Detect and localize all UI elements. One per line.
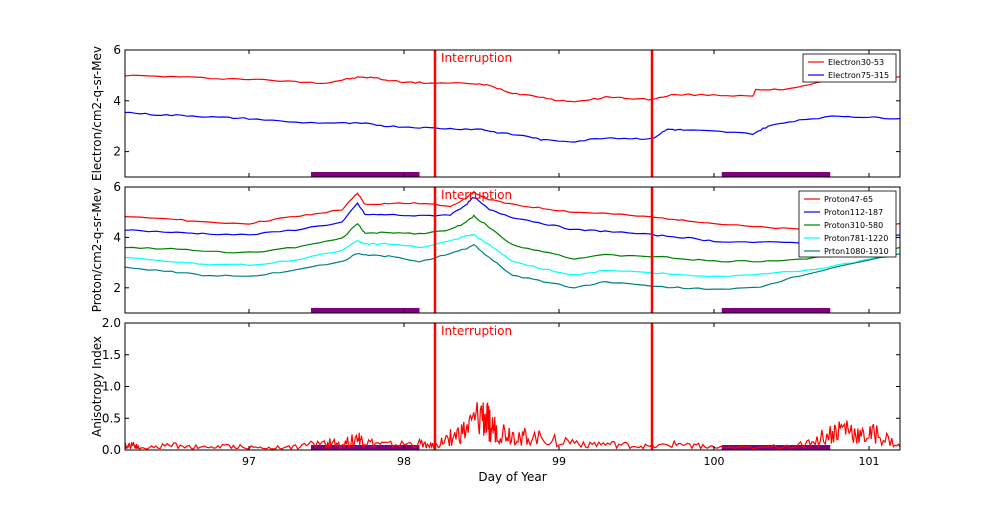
legend: Proton47-65 Proton112-187 Proton310-580 Pro… bbox=[798, 190, 897, 258]
x-tick-label: 98 bbox=[397, 455, 411, 468]
interruption-label: Interruption bbox=[441, 188, 512, 202]
legend-entry-label: Proton112-187 bbox=[824, 208, 883, 217]
x-tick-label: 97 bbox=[242, 455, 256, 468]
axes-frame bbox=[124, 322, 901, 451]
legend-entry-label: Proton781-1220 bbox=[824, 234, 888, 243]
series-line-Proton781-1220 bbox=[124, 233, 901, 278]
series-line-Electron75-315 bbox=[124, 111, 901, 143]
shaded-interval-bar bbox=[721, 308, 831, 313]
axes-frame bbox=[124, 186, 901, 314]
y-tick-label: 4 bbox=[113, 94, 121, 108]
shaded-interval-bar bbox=[311, 445, 420, 450]
series-line-Proton47-65 bbox=[124, 190, 901, 232]
shaded-interval-bar bbox=[721, 172, 831, 177]
series-line-Proton310-580 bbox=[124, 214, 901, 263]
y-tick-label: 1.5 bbox=[102, 348, 121, 362]
x-axis-label: Day of Year bbox=[478, 470, 546, 484]
series-line-Anisotropy bbox=[124, 401, 901, 451]
y-tick-label: 6 bbox=[113, 180, 121, 194]
legend-entry-label: Proton310-580 bbox=[824, 221, 883, 230]
interruption-label: Interruption bbox=[441, 324, 512, 338]
panel-3: Interruption 0.0 0.5 1.0 1.5 2.0 97 98 99 100 101 A… bbox=[90, 316, 901, 484]
y-tick-label: 6 bbox=[113, 43, 121, 57]
legend-entry-label: Prton1080-1910 bbox=[824, 247, 889, 256]
legend-entry-label: Proton47-65 bbox=[824, 195, 873, 204]
shaded-interval-bar bbox=[311, 172, 420, 177]
legend-box bbox=[802, 53, 897, 83]
legend-box bbox=[798, 190, 897, 258]
legend-entry-label: Electron75-315 bbox=[828, 71, 889, 80]
series-line-Electron30-53 bbox=[124, 74, 901, 103]
x-tick-label: 101 bbox=[859, 455, 880, 468]
y-axis-label: Anisotropy Index bbox=[90, 336, 104, 437]
interruption-label: Interruption bbox=[441, 51, 512, 65]
y-tick-label: 0.0 bbox=[102, 443, 121, 457]
y-tick-label: 0.5 bbox=[102, 411, 121, 425]
y-tick-label: 2 bbox=[113, 145, 121, 159]
y-tick-label: 4 bbox=[113, 230, 121, 244]
legend-entry-label: Electron30-53 bbox=[828, 58, 884, 67]
y-axis-label: Proton/cm2-q-sr-Mev bbox=[90, 188, 104, 313]
legend: Electron30-53 Electron75-315 bbox=[802, 53, 897, 83]
panel-2: Interruption 2 4 6 Proton/cm2-q-sr-Mev Proton… bbox=[90, 180, 901, 314]
y-tick-label: 2.0 bbox=[102, 316, 121, 330]
panel-1: Interruption 2 4 6 Electron/cm2-q-sr-Mev Elec… bbox=[90, 43, 901, 181]
y-tick-label: 1.0 bbox=[102, 380, 121, 394]
x-tick-label: 100 bbox=[704, 455, 725, 468]
y-axis-label: Electron/cm2-q-sr-Mev bbox=[90, 46, 104, 181]
x-tick-label: 99 bbox=[552, 455, 566, 468]
series-line-Prton1080-1910 bbox=[124, 244, 901, 291]
shaded-interval-bar bbox=[311, 308, 420, 313]
y-tick-label: 2 bbox=[113, 281, 121, 295]
series-line-Proton112-187 bbox=[124, 196, 901, 244]
axes-frame bbox=[124, 49, 901, 178]
